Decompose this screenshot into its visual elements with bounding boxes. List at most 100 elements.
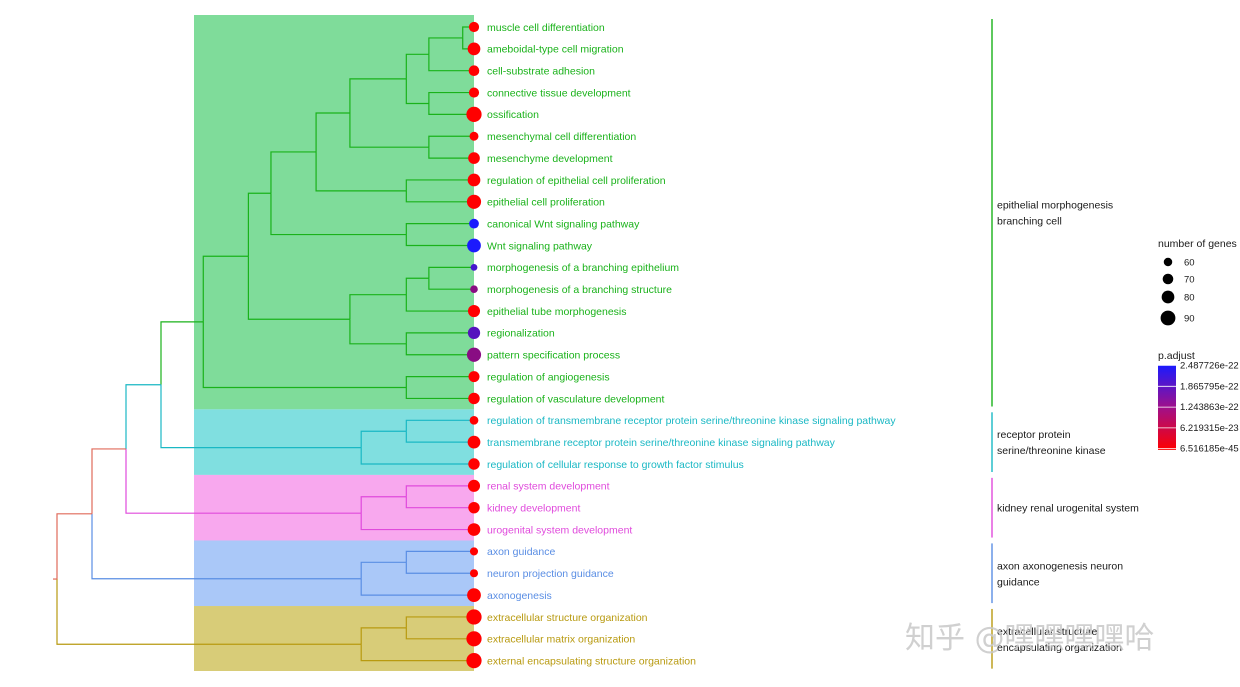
dendrogram-branch bbox=[360, 496, 407, 514]
term-dot bbox=[466, 194, 482, 209]
dendrogram-branch bbox=[349, 294, 407, 320]
cluster-labels: epithelial morphogenesis branching cell re… bbox=[991, 19, 1139, 669]
term-labels: muscle cell differentiation ameboidal-typ… bbox=[487, 22, 896, 668]
term-dot bbox=[470, 285, 478, 294]
term-label: extracellular matrix organization bbox=[487, 634, 635, 646]
term-dot bbox=[467, 435, 481, 449]
dendrogram-branch bbox=[202, 321, 407, 389]
dendrogram-branch bbox=[428, 266, 474, 279]
dendrogram-branch bbox=[270, 193, 407, 236]
legend-size-dot bbox=[1161, 290, 1175, 304]
cluster-label: extracellular structure bbox=[997, 626, 1098, 638]
term-label: axon guidance bbox=[487, 546, 555, 558]
legend-size-label: 80 bbox=[1184, 293, 1195, 304]
term-dot bbox=[468, 501, 480, 514]
dendrogram-branch bbox=[428, 103, 474, 115]
dendrogram-branch bbox=[160, 321, 204, 385]
term-dot bbox=[470, 263, 478, 271]
dendrogram-branch bbox=[405, 376, 474, 388]
term-label: regulation of vasculature development bbox=[487, 393, 665, 405]
dendrogram-branch bbox=[405, 78, 429, 105]
term-dot bbox=[468, 392, 480, 405]
dendrogram-branch bbox=[360, 627, 407, 645]
colorbar-label: 2.487726e-22 bbox=[1180, 361, 1239, 372]
dendrogram-branch bbox=[360, 578, 474, 596]
term-dot bbox=[468, 152, 480, 164]
legend-size-dot bbox=[1162, 273, 1174, 285]
dendrogram-branch bbox=[405, 332, 474, 344]
legend-size-title: number of genes bbox=[1158, 238, 1237, 250]
term-dot bbox=[467, 326, 481, 340]
cluster-label: encapsulating organization bbox=[997, 642, 1122, 654]
dendrogram-branch bbox=[405, 550, 474, 563]
dendrogram-branch bbox=[405, 627, 474, 640]
term-dot bbox=[467, 523, 481, 536]
term-dot bbox=[466, 106, 482, 123]
dendrogram-branch bbox=[405, 496, 474, 509]
term-label: regionalization bbox=[487, 328, 555, 340]
dendrogram-branch bbox=[405, 179, 474, 191]
legend-size-dot bbox=[1160, 310, 1176, 326]
dendrogram-branch bbox=[247, 192, 271, 257]
term-label: axonogenesis bbox=[487, 590, 552, 602]
term-dot bbox=[468, 65, 480, 76]
colorbar-label: 6.516185e-45 bbox=[1180, 444, 1239, 455]
colorbar-label: 1.243863e-22 bbox=[1180, 402, 1239, 413]
term-dot bbox=[468, 458, 480, 470]
dendrogram-branch bbox=[405, 343, 474, 356]
dendrogram-branch bbox=[360, 447, 474, 465]
term-label: epithelial tube morphogenesis bbox=[487, 306, 627, 318]
cluster-label: branching cell bbox=[997, 216, 1062, 228]
term-dot bbox=[468, 371, 480, 383]
term-dot bbox=[467, 42, 481, 56]
cluster-label: kidney renal urogenital system bbox=[997, 503, 1139, 515]
term-label: extracellular structure organization bbox=[487, 612, 648, 624]
dendrogram-branch bbox=[315, 151, 407, 192]
dendrogram-branch bbox=[405, 562, 474, 574]
term-label: regulation of transmembrane receptor pro… bbox=[487, 415, 896, 427]
legend-size-dot bbox=[1163, 257, 1173, 267]
term-label: mesenchymal cell differentiation bbox=[487, 131, 636, 143]
dendrogram-branch bbox=[91, 448, 126, 514]
cluster-label: receptor protein bbox=[997, 429, 1071, 441]
term-label: mesenchyme development bbox=[487, 153, 613, 165]
dendrogram-branch bbox=[160, 384, 362, 449]
dendrogram-branch bbox=[428, 91, 474, 104]
legend-size-label: 70 bbox=[1184, 275, 1195, 286]
dendrogram-branch bbox=[405, 419, 474, 432]
dendrogram-branch bbox=[91, 513, 362, 580]
dendrogram-branch bbox=[360, 644, 474, 662]
term-label: ossification bbox=[487, 109, 539, 121]
dendrogram-branch bbox=[405, 223, 474, 235]
term-label: morphogenesis of a branching structure bbox=[487, 284, 672, 296]
term-dot bbox=[469, 547, 479, 556]
term-label: regulation of angiogenesis bbox=[487, 371, 610, 383]
legend-size-label: 60 bbox=[1184, 258, 1195, 269]
dendrogram-branch bbox=[202, 255, 249, 322]
colorbar-label: 1.865795e-22 bbox=[1180, 381, 1239, 392]
dendrogram-branch bbox=[405, 294, 474, 312]
term-label: epithelial cell proliferation bbox=[487, 197, 605, 209]
dendrogram-branch bbox=[56, 513, 92, 580]
term-dots bbox=[466, 21, 482, 669]
legend-color-title: p.adjust bbox=[1158, 350, 1195, 362]
dendrogram-branch bbox=[405, 190, 474, 203]
term-label: cell-substrate adhesion bbox=[487, 66, 595, 78]
cluster-label: serine/threonine kinase bbox=[997, 445, 1106, 457]
dendrogram-branch bbox=[56, 579, 362, 645]
term-dot bbox=[467, 238, 481, 253]
term-label: urogenital system development bbox=[487, 524, 632, 536]
dendrogram bbox=[53, 26, 474, 662]
dendrogram-branch bbox=[270, 151, 317, 194]
dendrogram-branch bbox=[349, 319, 407, 345]
term-label: canonical Wnt signaling pathway bbox=[487, 218, 640, 230]
cluster-label: epithelial morphogenesis bbox=[997, 200, 1113, 212]
dendrogram-branch bbox=[405, 234, 474, 247]
term-dot bbox=[469, 218, 479, 229]
dendrogram-branch bbox=[125, 384, 161, 449]
dendrogram-branch bbox=[349, 113, 429, 148]
term-dot bbox=[467, 305, 481, 318]
term-label: pattern specification process bbox=[487, 350, 620, 362]
dendrogram-branch bbox=[405, 387, 474, 400]
